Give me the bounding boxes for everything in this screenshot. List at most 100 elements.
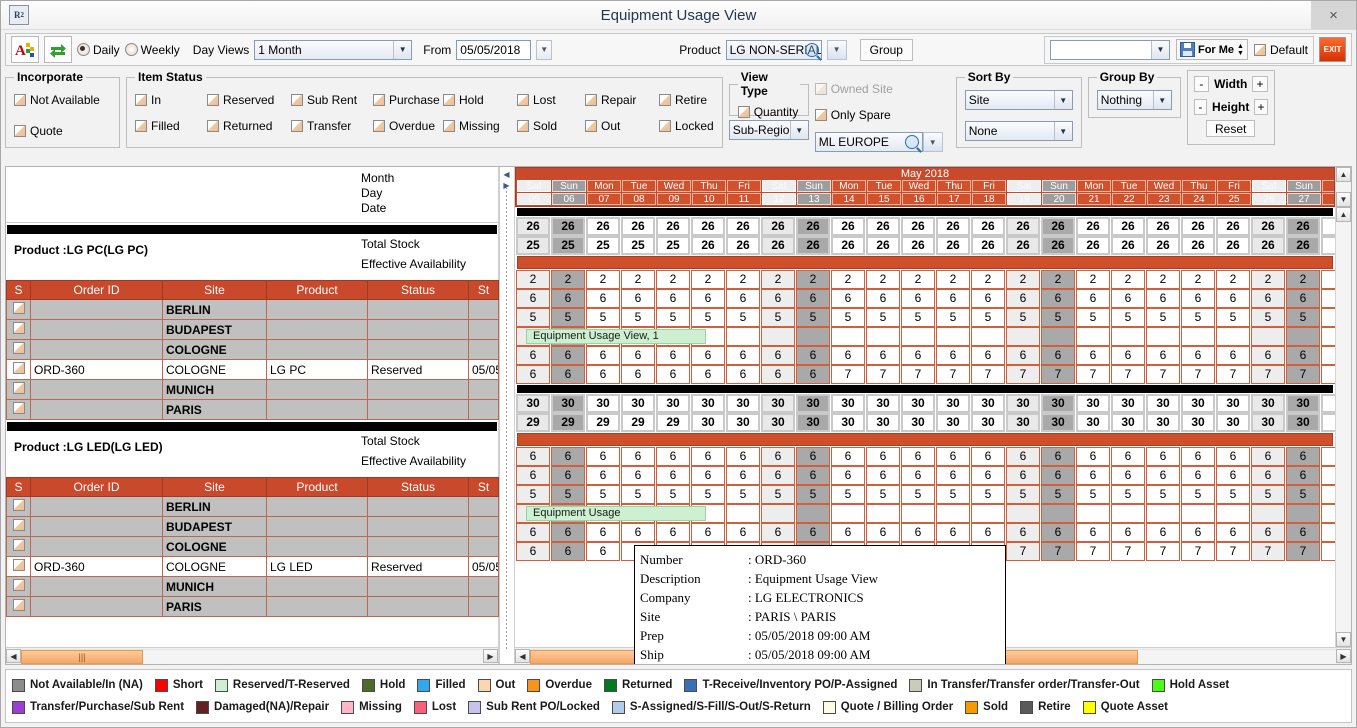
calendar-cell[interactable]: 7 [1146, 365, 1180, 384]
day-name-cell[interactable]: M [1322, 180, 1334, 192]
column-header[interactable]: St [468, 477, 499, 497]
calendar-cell[interactable]: 2 [1181, 270, 1215, 289]
calendar-cell[interactable]: 26 [691, 236, 725, 255]
calendar-cell[interactable]: 26 [551, 217, 585, 236]
font-color-icon[interactable]: A [11, 36, 39, 63]
checkbox-purchase[interactable]: Purchase [373, 93, 440, 107]
calendar-cell[interactable]: 26 [1286, 217, 1320, 236]
calendar-cell[interactable]: 25 [586, 236, 620, 255]
day-name-cell[interactable]: Tue [867, 180, 901, 192]
column-header[interactable]: Product [266, 477, 368, 497]
calendar-cell[interactable]: 6 [1006, 289, 1040, 308]
calendar-cell[interactable]: 30 [796, 413, 830, 432]
calendar-cell[interactable] [1041, 504, 1075, 523]
calendar-cell[interactable]: 30 [656, 394, 690, 413]
calendar-cell[interactable]: 6 [831, 289, 865, 308]
calendar-cell[interactable]: 7 [1286, 542, 1320, 561]
calendar-cell[interactable]: 26 [1006, 236, 1040, 255]
table-row[interactable]: BERLIN [6, 496, 499, 517]
calendar-cell[interactable] [1181, 327, 1215, 346]
day-number-cell[interactable]: 15 [867, 193, 901, 205]
day-name-cell[interactable]: Fri [1217, 180, 1251, 192]
calendar-cell[interactable]: 26 [586, 217, 620, 236]
calendar-cell[interactable]: 26 [831, 236, 865, 255]
weekly-radio[interactable]: Weekly [124, 43, 180, 57]
calendar-cell[interactable] [971, 504, 1005, 523]
calendar-cell[interactable]: 30 [691, 394, 725, 413]
column-header[interactable]: St [468, 280, 499, 300]
calendar-cell[interactable]: 6 [586, 289, 620, 308]
calendar-cell[interactable] [761, 504, 795, 523]
calendar-cell[interactable]: 6 [1041, 447, 1075, 466]
calendar-cell[interactable]: 6 [1146, 466, 1180, 485]
calendar-cell[interactable]: 6 [1076, 447, 1110, 466]
calendar-cell[interactable] [1006, 504, 1040, 523]
calendar-cell[interactable]: 2 [796, 270, 830, 289]
calendar-cell[interactable]: 2 [901, 270, 935, 289]
calendar-cell[interactable] [1286, 327, 1320, 346]
calendar-cell[interactable]: 5 [551, 308, 585, 327]
calendar-cell[interactable]: 7 [1251, 542, 1285, 561]
calendar-cell[interactable] [1076, 327, 1110, 346]
calendar-cell[interactable]: 6 [551, 542, 585, 561]
scroll-left-icon[interactable]: ◀ [515, 649, 530, 663]
splitter-collapse-left-icon[interactable]: ◀ [503, 170, 510, 179]
calendar-cell[interactable]: 26 [831, 217, 865, 236]
column-header[interactable]: Product [266, 280, 368, 300]
calendar-cell[interactable]: 6 [621, 447, 655, 466]
calendar-cell[interactable]: 2 [971, 270, 1005, 289]
calendar-cell[interactable]: 5 [1006, 485, 1040, 504]
calendar-cell[interactable]: 6 [656, 523, 690, 542]
height-decrease-button[interactable]: - [1193, 99, 1208, 115]
calendar-cell[interactable]: 30 [726, 413, 760, 432]
calendar-cell[interactable]: 26 [936, 217, 970, 236]
calendar-cell[interactable]: 26 [1251, 236, 1285, 255]
calendar-cell[interactable]: 5 [726, 308, 760, 327]
calendar-cell[interactable]: 2 [936, 270, 970, 289]
calendar-cell[interactable]: 6 [691, 447, 725, 466]
calendar-cell[interactable] [831, 327, 865, 346]
calendar-cell[interactable]: 5 [1216, 308, 1250, 327]
calendar-cell[interactable]: 6 [1076, 466, 1110, 485]
table-row[interactable]: BUDAPEST [6, 319, 499, 340]
calendar-cell[interactable]: 6 [1251, 523, 1285, 542]
day-number-cell[interactable]: 10 [692, 193, 726, 205]
daily-radio[interactable]: Daily [77, 43, 120, 57]
calendar-cell[interactable]: 6 [1181, 523, 1215, 542]
calendar-cell[interactable]: 30 [621, 394, 655, 413]
day-name-cell[interactable]: Wed [1147, 180, 1181, 192]
calendar-cell[interactable]: 6 [691, 346, 725, 365]
calendar-cell[interactable]: 5 [726, 485, 760, 504]
calendar-cell[interactable]: 26 [621, 217, 655, 236]
calendar-cell[interactable]: 30 [691, 413, 725, 432]
calendar-cell[interactable]: 6 [586, 365, 620, 384]
calendar-cell[interactable] [1181, 504, 1215, 523]
calendar-cell[interactable]: 5 [1216, 485, 1250, 504]
left-hscroll-track[interactable]: ||| [21, 648, 483, 664]
calendar-cell[interactable]: 30 [971, 413, 1005, 432]
calendar-cell[interactable] [796, 504, 830, 523]
calendar-cell[interactable] [1146, 327, 1180, 346]
checkbox-only-spare[interactable]: Only Spare [814, 108, 891, 122]
calendar-cell[interactable]: 30 [971, 394, 1005, 413]
calendar-cell[interactable]: 6 [971, 289, 1005, 308]
calendar-cell[interactable] [1321, 447, 1335, 466]
day-name-cell[interactable]: Sun [1042, 180, 1076, 192]
calendar-cell[interactable]: 5 [621, 308, 655, 327]
table-row[interactable]: PARIS [6, 399, 499, 420]
calendar-cell[interactable]: 2 [726, 270, 760, 289]
calendar-cell[interactable] [1111, 327, 1145, 346]
chevron-down-icon[interactable]: ▼ [1053, 91, 1072, 109]
row-select-checkbox[interactable] [6, 339, 31, 360]
calendar-cell[interactable]: 7 [1076, 542, 1110, 561]
calendar-cell[interactable] [1251, 504, 1285, 523]
calendar-cell[interactable]: 30 [831, 394, 865, 413]
calendar-vscroll-track[interactable] [1336, 222, 1351, 632]
checkbox-not-available[interactable]: Not Available [14, 93, 100, 107]
checkbox-sold[interactable]: Sold [517, 119, 581, 133]
calendar-cell[interactable]: 26 [1111, 236, 1145, 255]
calendar-cell[interactable]: 6 [761, 447, 795, 466]
calendar-cell[interactable]: 6 [1251, 346, 1285, 365]
calendar-header-scroll[interactable]: ▲ ▼ [1335, 167, 1351, 207]
refresh-icon[interactable] [44, 36, 72, 63]
